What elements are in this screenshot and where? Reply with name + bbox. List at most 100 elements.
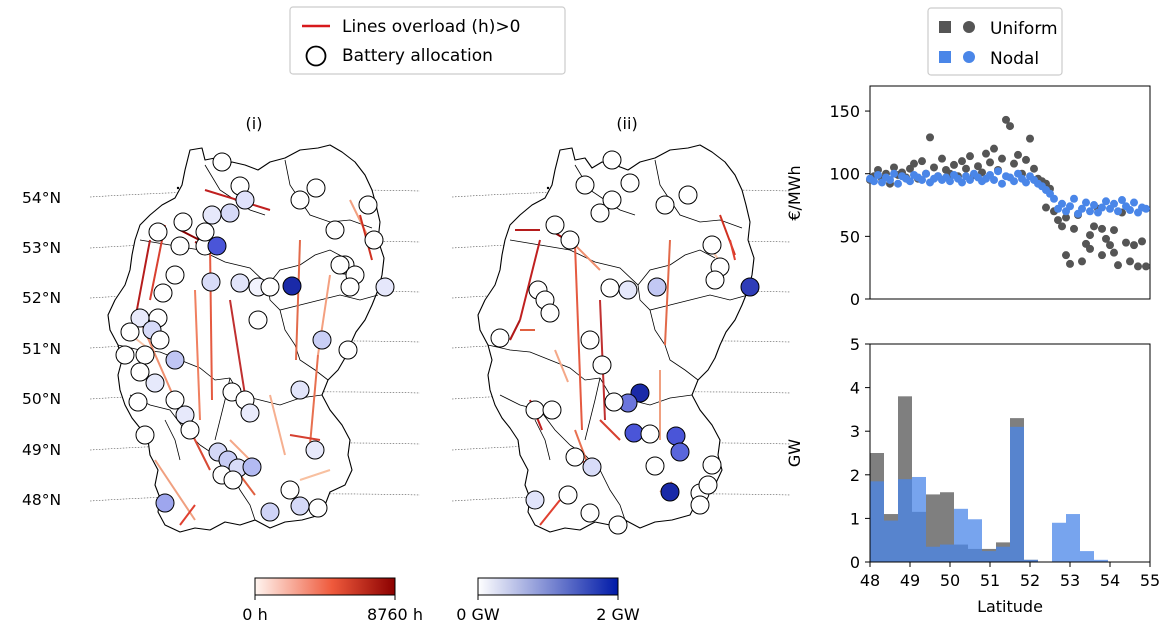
battery-circle xyxy=(364,230,384,250)
battery-circle xyxy=(620,173,640,193)
scatter-point-nodal xyxy=(874,170,882,179)
overload-line xyxy=(154,459,196,521)
battery-circle xyxy=(602,190,622,210)
scatter-point-nodal xyxy=(1066,202,1074,211)
battery-circle xyxy=(592,355,612,375)
scatter-point-nodal xyxy=(890,169,898,178)
scatter-point-uniform xyxy=(918,157,926,166)
battery-circle xyxy=(201,272,221,292)
scatter-point-uniform xyxy=(1098,251,1106,260)
state-border xyxy=(584,377,601,441)
battery-circle xyxy=(580,503,600,523)
state-border xyxy=(509,239,749,311)
overload-line xyxy=(519,239,541,321)
battery-circle xyxy=(148,222,168,242)
scatter-point-uniform xyxy=(1054,216,1062,225)
scatter-point-uniform xyxy=(966,152,974,161)
lat-label-48: 48°N xyxy=(22,491,61,509)
scatter-point-nodal xyxy=(1126,206,1134,215)
state-border xyxy=(534,419,551,461)
panel-ii-title: (ii) xyxy=(616,114,637,133)
battery-circle xyxy=(545,215,565,235)
state-border xyxy=(637,249,716,286)
overload-line xyxy=(289,434,321,441)
battery-circle xyxy=(690,495,710,515)
battery-circle xyxy=(120,322,140,342)
hist-xtick-label: 48 xyxy=(860,571,880,590)
island-dot xyxy=(546,186,550,190)
legend-left: Lines overload (h)>0 Battery allocation xyxy=(289,6,566,75)
scatter-point-uniform xyxy=(1078,257,1086,266)
state-border xyxy=(649,309,699,381)
legend-uniform-square xyxy=(939,21,951,33)
battery-circle xyxy=(565,447,585,467)
colorbar-battery: 0 GW 2 GW xyxy=(456,577,640,624)
battery-circle xyxy=(248,310,268,330)
scatter-point-uniform xyxy=(1042,203,1050,212)
overload-line xyxy=(239,474,256,496)
scatter-point-uniform xyxy=(1142,262,1150,271)
hist-bar-nodal xyxy=(954,508,968,562)
hist-ytick-label: 5 xyxy=(850,335,860,354)
scatter-point-uniform xyxy=(1134,262,1142,271)
state-border xyxy=(487,344,601,381)
battery-circle xyxy=(280,480,300,500)
scatter-point-uniform xyxy=(1010,159,1018,168)
legend-nodal-square xyxy=(939,51,951,63)
battery-circle xyxy=(666,426,686,446)
overload-line xyxy=(574,244,601,271)
overload-line xyxy=(599,419,621,441)
hist-ytick-label: 4 xyxy=(850,379,860,398)
battery-circle xyxy=(240,403,260,423)
scatter-point-uniform xyxy=(950,160,958,169)
scatter-point-nodal xyxy=(1086,207,1094,216)
map-panel-i xyxy=(107,144,395,533)
scatter-point-uniform xyxy=(1110,248,1118,257)
overload-line xyxy=(299,469,331,481)
scatter-point-uniform xyxy=(1022,155,1030,164)
battery-circle xyxy=(542,400,562,420)
scatter-point-uniform xyxy=(1126,257,1134,266)
hist-bar-nodal xyxy=(926,546,940,562)
scatter-point-uniform xyxy=(986,158,994,167)
legend-nodal-dot xyxy=(963,51,975,63)
scatter-point-nodal xyxy=(1082,198,1090,207)
scatter-point-uniform xyxy=(1062,251,1070,260)
scatter-point-uniform xyxy=(1102,234,1110,243)
scatter-point-uniform xyxy=(1122,238,1130,247)
state-border xyxy=(654,159,743,229)
overload-line xyxy=(509,319,521,341)
battery-circle xyxy=(130,362,150,382)
battery-circle xyxy=(580,330,600,350)
scatter-point-nodal xyxy=(1070,194,1078,203)
overload-line xyxy=(574,244,583,431)
scatter-point-uniform xyxy=(1058,222,1066,231)
legend-right: Uniform Nodal xyxy=(927,7,1063,76)
battery-circle xyxy=(145,373,165,393)
hist-xtick-label: 54 xyxy=(1100,571,1120,590)
scatter-ytick-label: 50 xyxy=(840,227,860,246)
legend-uniform-label: Uniform xyxy=(990,19,1058,39)
battery-circle xyxy=(207,236,227,256)
battery-circle xyxy=(702,235,722,255)
battery-circle xyxy=(678,185,698,205)
hist-xtick-label: 53 xyxy=(1060,571,1080,590)
hist-bar-nodal xyxy=(940,544,954,562)
battery-circle xyxy=(180,420,200,440)
scatter-point-nodal xyxy=(1102,197,1110,206)
overload-line xyxy=(664,239,671,346)
cb-battery-max: 2 GW xyxy=(596,605,640,624)
scatter-point-uniform xyxy=(1026,134,1034,143)
hist-ytick-label: 2 xyxy=(850,466,860,485)
scatter-point-nodal xyxy=(1058,199,1066,208)
scatter-point-nodal xyxy=(1022,178,1030,187)
lat-label-54: 54°N xyxy=(22,189,61,207)
battery-circle xyxy=(220,203,240,223)
battery-circle xyxy=(540,303,560,323)
lat-label-53: 53°N xyxy=(22,239,61,257)
scatter-point-uniform xyxy=(1070,224,1078,233)
scatter-point-nodal xyxy=(886,175,894,184)
cb-battery-min: 0 GW xyxy=(456,605,500,624)
scatter-point-uniform xyxy=(1114,261,1122,270)
